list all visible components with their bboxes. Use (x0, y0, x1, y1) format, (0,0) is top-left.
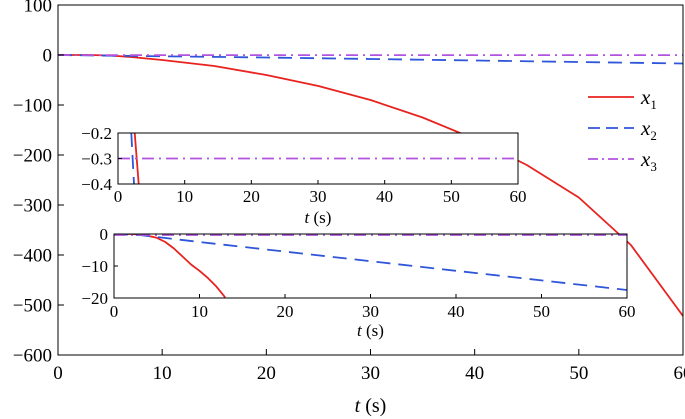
inset-bottom-x-tick-label: 50 (533, 302, 550, 321)
inset-bottom-background (114, 234, 627, 298)
inset-bottom-x-tick-label: 0 (110, 302, 119, 321)
main-x-tick-label: 50 (569, 363, 588, 384)
main-y-tick-label: −300 (13, 196, 52, 217)
main-x-tick-label: 20 (257, 363, 276, 384)
main-series-2-line (58, 54, 683, 65)
inset-top-y-tick-label: −0.3 (81, 149, 112, 168)
inset-bottom-x-tick-label: 20 (277, 302, 294, 321)
main-x-tick-label: 10 (153, 363, 172, 384)
inset-top-y-tick-label: −0.2 (81, 124, 112, 143)
legend-label-1: x1 (640, 85, 657, 112)
main-x-tick-label: 60 (674, 363, 685, 384)
inset-bottom-x-tick-label: 60 (619, 302, 636, 321)
inset-top-x-tick-label: 0 (114, 187, 123, 206)
main-x-tick-label: 30 (361, 363, 380, 384)
inset-bottom-x-tick-label: 30 (362, 302, 379, 321)
main-plot-area (58, 54, 683, 317)
inset-bottom-y-tick-label: −20 (81, 289, 108, 308)
inset-bottom-x-tick-label: 40 (448, 302, 465, 321)
main-group: 01020304050601000−100−200−300−400−500−60… (13, 0, 685, 417)
inset-top-x-tick-label: 60 (510, 187, 527, 206)
inset-top-series-2-line (130, 133, 135, 184)
legend-label-2: x2 (640, 116, 657, 143)
main-y-tick-label: −400 (13, 246, 52, 267)
main-x-tick-label: 0 (53, 363, 63, 384)
main-y-tick-label: −500 (13, 296, 52, 317)
main-y-tick-label: −100 (13, 96, 52, 117)
inset-top-y-tick-label: −0.4 (81, 175, 112, 194)
inset-bottom-group: 0 10 20 30 40 50 60 0 −10 −20 t (s) (81, 225, 635, 340)
inset-top-x-tick-label: 20 (243, 187, 260, 206)
main-y-tick-label: −600 (13, 346, 52, 367)
legend-label-3: x3 (640, 147, 657, 174)
inset-top-x-tick-label: 10 (176, 187, 193, 206)
inset-bottom-series-2-line (114, 234, 627, 291)
main-y-tick-label: −200 (13, 146, 52, 167)
inset-bottom-plot-area (114, 234, 627, 298)
main-y-tick-label: 0 (43, 46, 53, 67)
inset-top-x-axis-label: t (s) (305, 208, 332, 227)
inset-bottom-x-tick-label: 10 (191, 302, 208, 321)
inset-top-x-tick-label: 40 (376, 187, 393, 206)
inset-top-x-tick-label: 50 (443, 187, 460, 206)
main-series-1-line (58, 54, 683, 317)
inset-top-plot-area (118, 133, 518, 184)
main-y-tick-label: 100 (24, 0, 53, 17)
inset-top-x-tick-label: 30 (310, 187, 327, 206)
inset-bottom-y-tick-label: −10 (81, 257, 108, 276)
inset-top-group: 0 10 20 30 40 50 60 −0.2 −0.3 −0.4 t (s) (81, 124, 526, 227)
inset-bottom-y-tick-label: 0 (100, 225, 109, 244)
main-x-axis-label: t (s) (355, 395, 387, 417)
legend: x1 x2 x3 (580, 82, 680, 174)
main-x-tick-label: 40 (465, 363, 484, 384)
inset-bottom-x-axis-label: t (s) (357, 321, 384, 340)
